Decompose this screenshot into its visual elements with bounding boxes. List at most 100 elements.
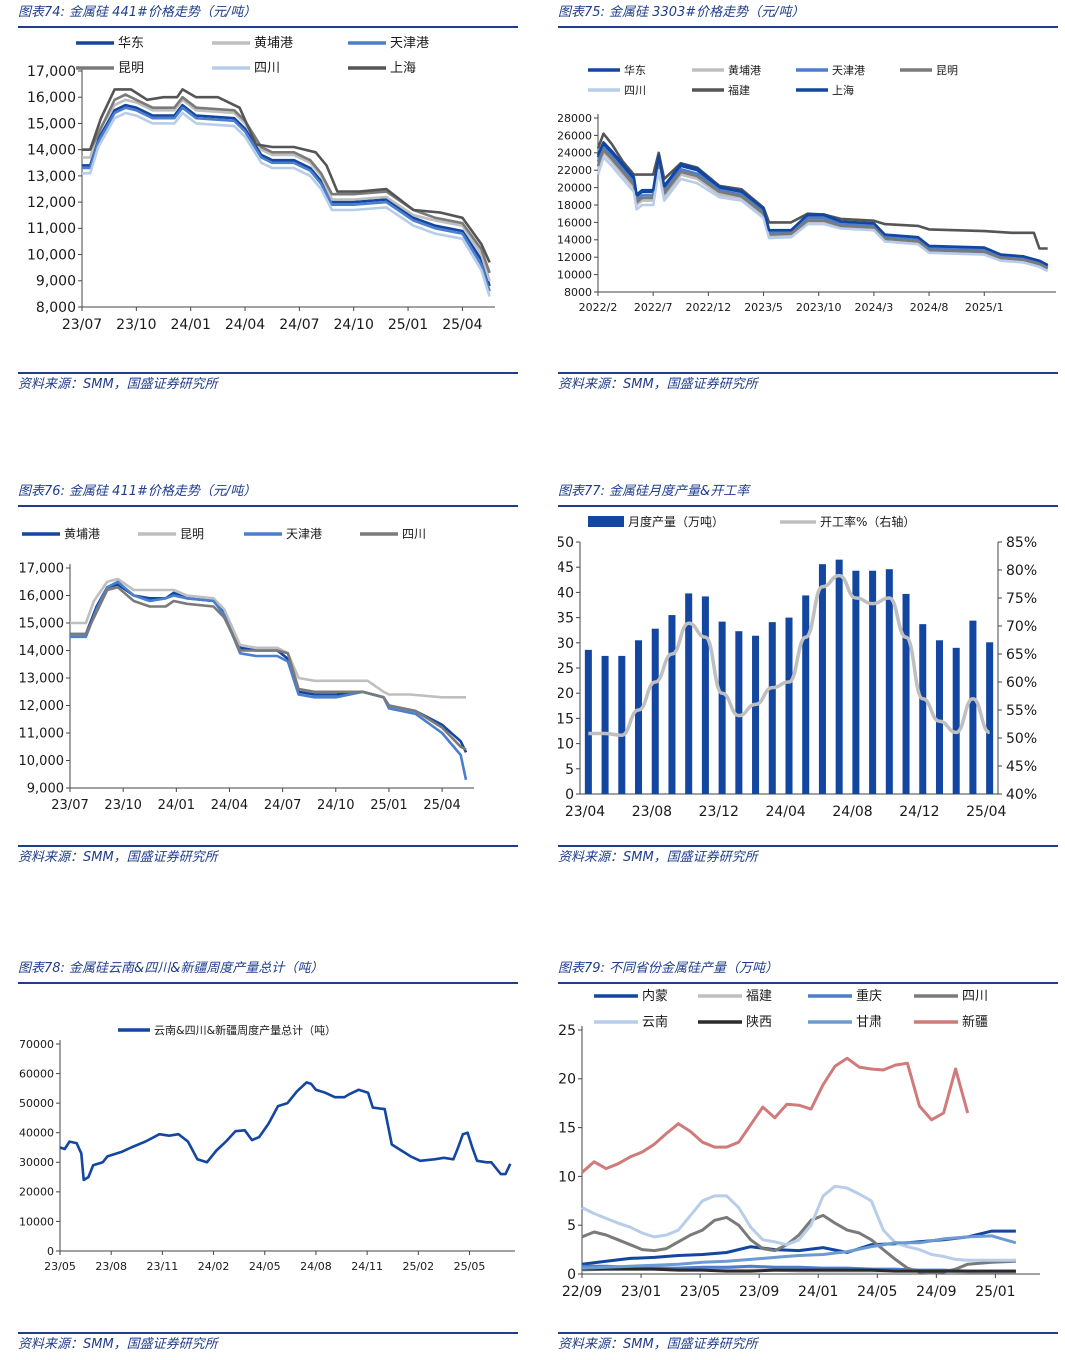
chart-79-series-line-7 [581, 1056, 970, 1174]
chart-74-x-tick-label-2: 24/01 [171, 317, 211, 333]
chart-77-bar-10 [752, 635, 760, 794]
chart-79-x-tick-label-4: 24/01 [798, 1284, 838, 1300]
chart-75-x-tick-label-1: 2022/7 [634, 301, 673, 314]
chart-74-legend-label-0: 华东 [118, 36, 144, 51]
chart-77-y2-tick-label-4: 65% [1006, 647, 1037, 663]
chart-79-y-tick-label-2: 15 [558, 1121, 576, 1137]
chart-77-y2-tick-label-2: 75% [1006, 591, 1037, 607]
chart-74-x-tick-label-1: 23/10 [116, 317, 156, 333]
chart-76-y-tick-label-3: 14,000 [19, 644, 65, 659]
chart-77-bar-16 [852, 570, 860, 794]
chart-75-y-tick-label-2: 24000 [558, 147, 592, 160]
chart-78-x-tick-label-3: 24/02 [198, 1260, 230, 1273]
chart-77-y2-tick-label-6: 55% [1006, 703, 1037, 719]
chart-78-y-tick-label-3: 40000 [19, 1127, 54, 1140]
chart-77-y-tick-label-10: 0 [565, 787, 574, 803]
chart-78-source: 资料来源：SMM，国盛证券研究所 [18, 1332, 518, 1356]
chart-76-x-tick-label-1: 23/10 [104, 798, 141, 813]
chart-74-series-line-5 [82, 88, 491, 263]
chart-74-x-tick-label-0: 23/07 [62, 317, 102, 333]
panel-chart-74: 图表74: 金属硅 441#价格走势（元/吨） 17,000 16,000 15,0… [18, 0, 518, 395]
chart-75-title: 图表75: 金属硅 3303#价格走势（元/吨） [558, 0, 1058, 28]
chart-78-series-line-0 [59, 1081, 512, 1182]
chart-79-y-tick-label-3: 10 [558, 1169, 576, 1185]
chart-77-x-tick-label-1: 23/08 [632, 804, 672, 820]
chart-75-y-tick-label-10: 8000 [564, 286, 592, 299]
chart-77-bar-21 [935, 640, 943, 794]
chart-78-x-tick-label-4: 24/05 [249, 1260, 281, 1273]
chart-75-series-line-2 [596, 146, 1049, 269]
chart-76-source: 资料来源：SMM，国盛证券研究所 [18, 845, 518, 869]
chart-74-x-tick-label-4: 24/07 [279, 317, 319, 333]
chart-78-y-tick-label-0: 70000 [19, 1038, 54, 1051]
chart-78-x-tick-label-0: 23/05 [44, 1260, 76, 1273]
chart-76-svg: 17,000 16,000 15,000 14,000 13,000 12,000 11,0… [19, 527, 474, 813]
chart-74-y-tick-label-4: 13,000 [27, 169, 76, 185]
chart-74-series-line-3 [82, 93, 491, 274]
chart-77-bar-12 [785, 617, 793, 794]
chart-74-series-line-2 [82, 106, 491, 292]
chart-78-y-tick-label-5: 20000 [19, 1186, 54, 1199]
chart-76-y-tick-label-7: 10,000 [19, 754, 65, 769]
chart-77-y-tick-label-3: 35 [558, 611, 574, 627]
chart-79-x-tick-label-0: 22/09 [562, 1284, 602, 1300]
chart-78-y-tick-label-2: 50000 [19, 1097, 54, 1110]
chart-76-y-tick-label-1: 16,000 [19, 589, 65, 604]
chart-77-y2-tick-label-1: 80% [1006, 563, 1037, 579]
chart-74-series-line-1 [82, 98, 491, 282]
chart-75-x-tick-label-4: 2023/10 [796, 301, 842, 314]
chart-74-y-tick-label-5: 12,000 [27, 195, 76, 211]
chart-77-x-tick-label-2: 23/12 [699, 804, 739, 820]
chart-74-y-tick-label-3: 14,000 [27, 143, 76, 159]
chart-77-svg: 5045403530252015105085%80%75%70%65%60%55… [558, 514, 1037, 820]
chart-74-legend-label-1: 黄埔港 [254, 36, 293, 51]
panel-chart-77: 图表77: 金属硅月度产量&开工率 50 45 40 35 30 25 20 15 10 5 0 85… [558, 479, 1058, 869]
chart-77-bar-19 [902, 593, 910, 794]
chart-77-legend-label-1: 开工率%（右轴） [820, 514, 915, 529]
chart-77-bar-18 [885, 569, 893, 794]
chart-76-x-tick-label-2: 24/01 [158, 798, 195, 813]
chart-77-bar-15 [835, 559, 843, 794]
chart-74-legend-label-2: 天津港 [390, 36, 429, 51]
chart-79-y-tick-label-4: 5 [567, 1218, 576, 1234]
chart-77-y2-tick-label-8: 45% [1006, 759, 1037, 775]
chart-77-bar-23 [969, 620, 977, 794]
chart-77-y2-tick-label-9: 40% [1006, 787, 1037, 803]
chart-76-series-line-3 [70, 586, 467, 751]
chart-77-y-tick-label-0: 50 [558, 535, 574, 551]
chart-79-legend-label-1: 福建 [746, 989, 772, 1004]
chart-75-source: 资料来源：SMM，国盛证券研究所 [558, 372, 1058, 396]
chart-76-x-tick-label-3: 24/04 [211, 798, 248, 813]
chart-75-legend-label-1: 黄埔港 [728, 63, 761, 77]
chart-76-y-tick-label-8: 9,000 [27, 782, 64, 797]
chart-79-legend-label-6: 甘肃 [856, 1015, 882, 1030]
chart-77-bar-4 [651, 628, 659, 794]
chart-75-legend-label-6: 上海 [832, 83, 854, 97]
chart-74-svg: 17,000 16,000 15,000 14,000 13,000 12,000 11,0… [27, 36, 495, 333]
chart-74-series-line-0 [82, 103, 491, 287]
chart-75-legend-label-0: 华东 [624, 63, 646, 77]
chart-75-y-tick-label-8: 12000 [558, 251, 592, 264]
chart-79-legend-label-3: 四川 [962, 989, 988, 1004]
chart-75-series-line-3 [596, 148, 1049, 270]
chart-77-bar-2 [618, 655, 626, 794]
chart-77-y-tick-label-8: 10 [558, 737, 574, 753]
chart-76-y-tick-label-4: 13,000 [19, 672, 65, 687]
panel-chart-78: 图表78: 金属硅云南&四川&新疆周度产量总计（吨） 70000 60000 500… [18, 956, 518, 1356]
chart-79-y-tick-label-1: 20 [558, 1072, 576, 1088]
chart-75-x-tick-label-0: 2022/2 [579, 301, 618, 314]
chart-79-legend-label-5: 陕西 [746, 1015, 772, 1030]
chart-79-x-tick-label-7: 25/01 [975, 1284, 1015, 1300]
chart-74-y-tick-label-8: 9,000 [36, 274, 76, 290]
chart-74-legend-label-4: 四川 [254, 61, 280, 76]
chart-76-series-line-0 [70, 583, 468, 753]
chart-77-bar-20 [919, 624, 927, 794]
chart-76-y-tick-label-5: 12,000 [19, 699, 65, 714]
chart-79-series-line-5 [582, 1267, 1016, 1273]
chart-79-legend-label-0: 内蒙 [642, 988, 668, 1004]
chart-74-y-tick-label-1: 16,000 [27, 90, 76, 106]
chart-78-legend-label-0: 云南&四川&新疆周度产量总计（吨） [154, 1023, 336, 1037]
chart-75-y-tick-label-6: 16000 [558, 216, 592, 229]
chart-75-legend-label-3: 昆明 [936, 64, 958, 77]
chart-74-legend-label-5: 上海 [390, 61, 416, 76]
